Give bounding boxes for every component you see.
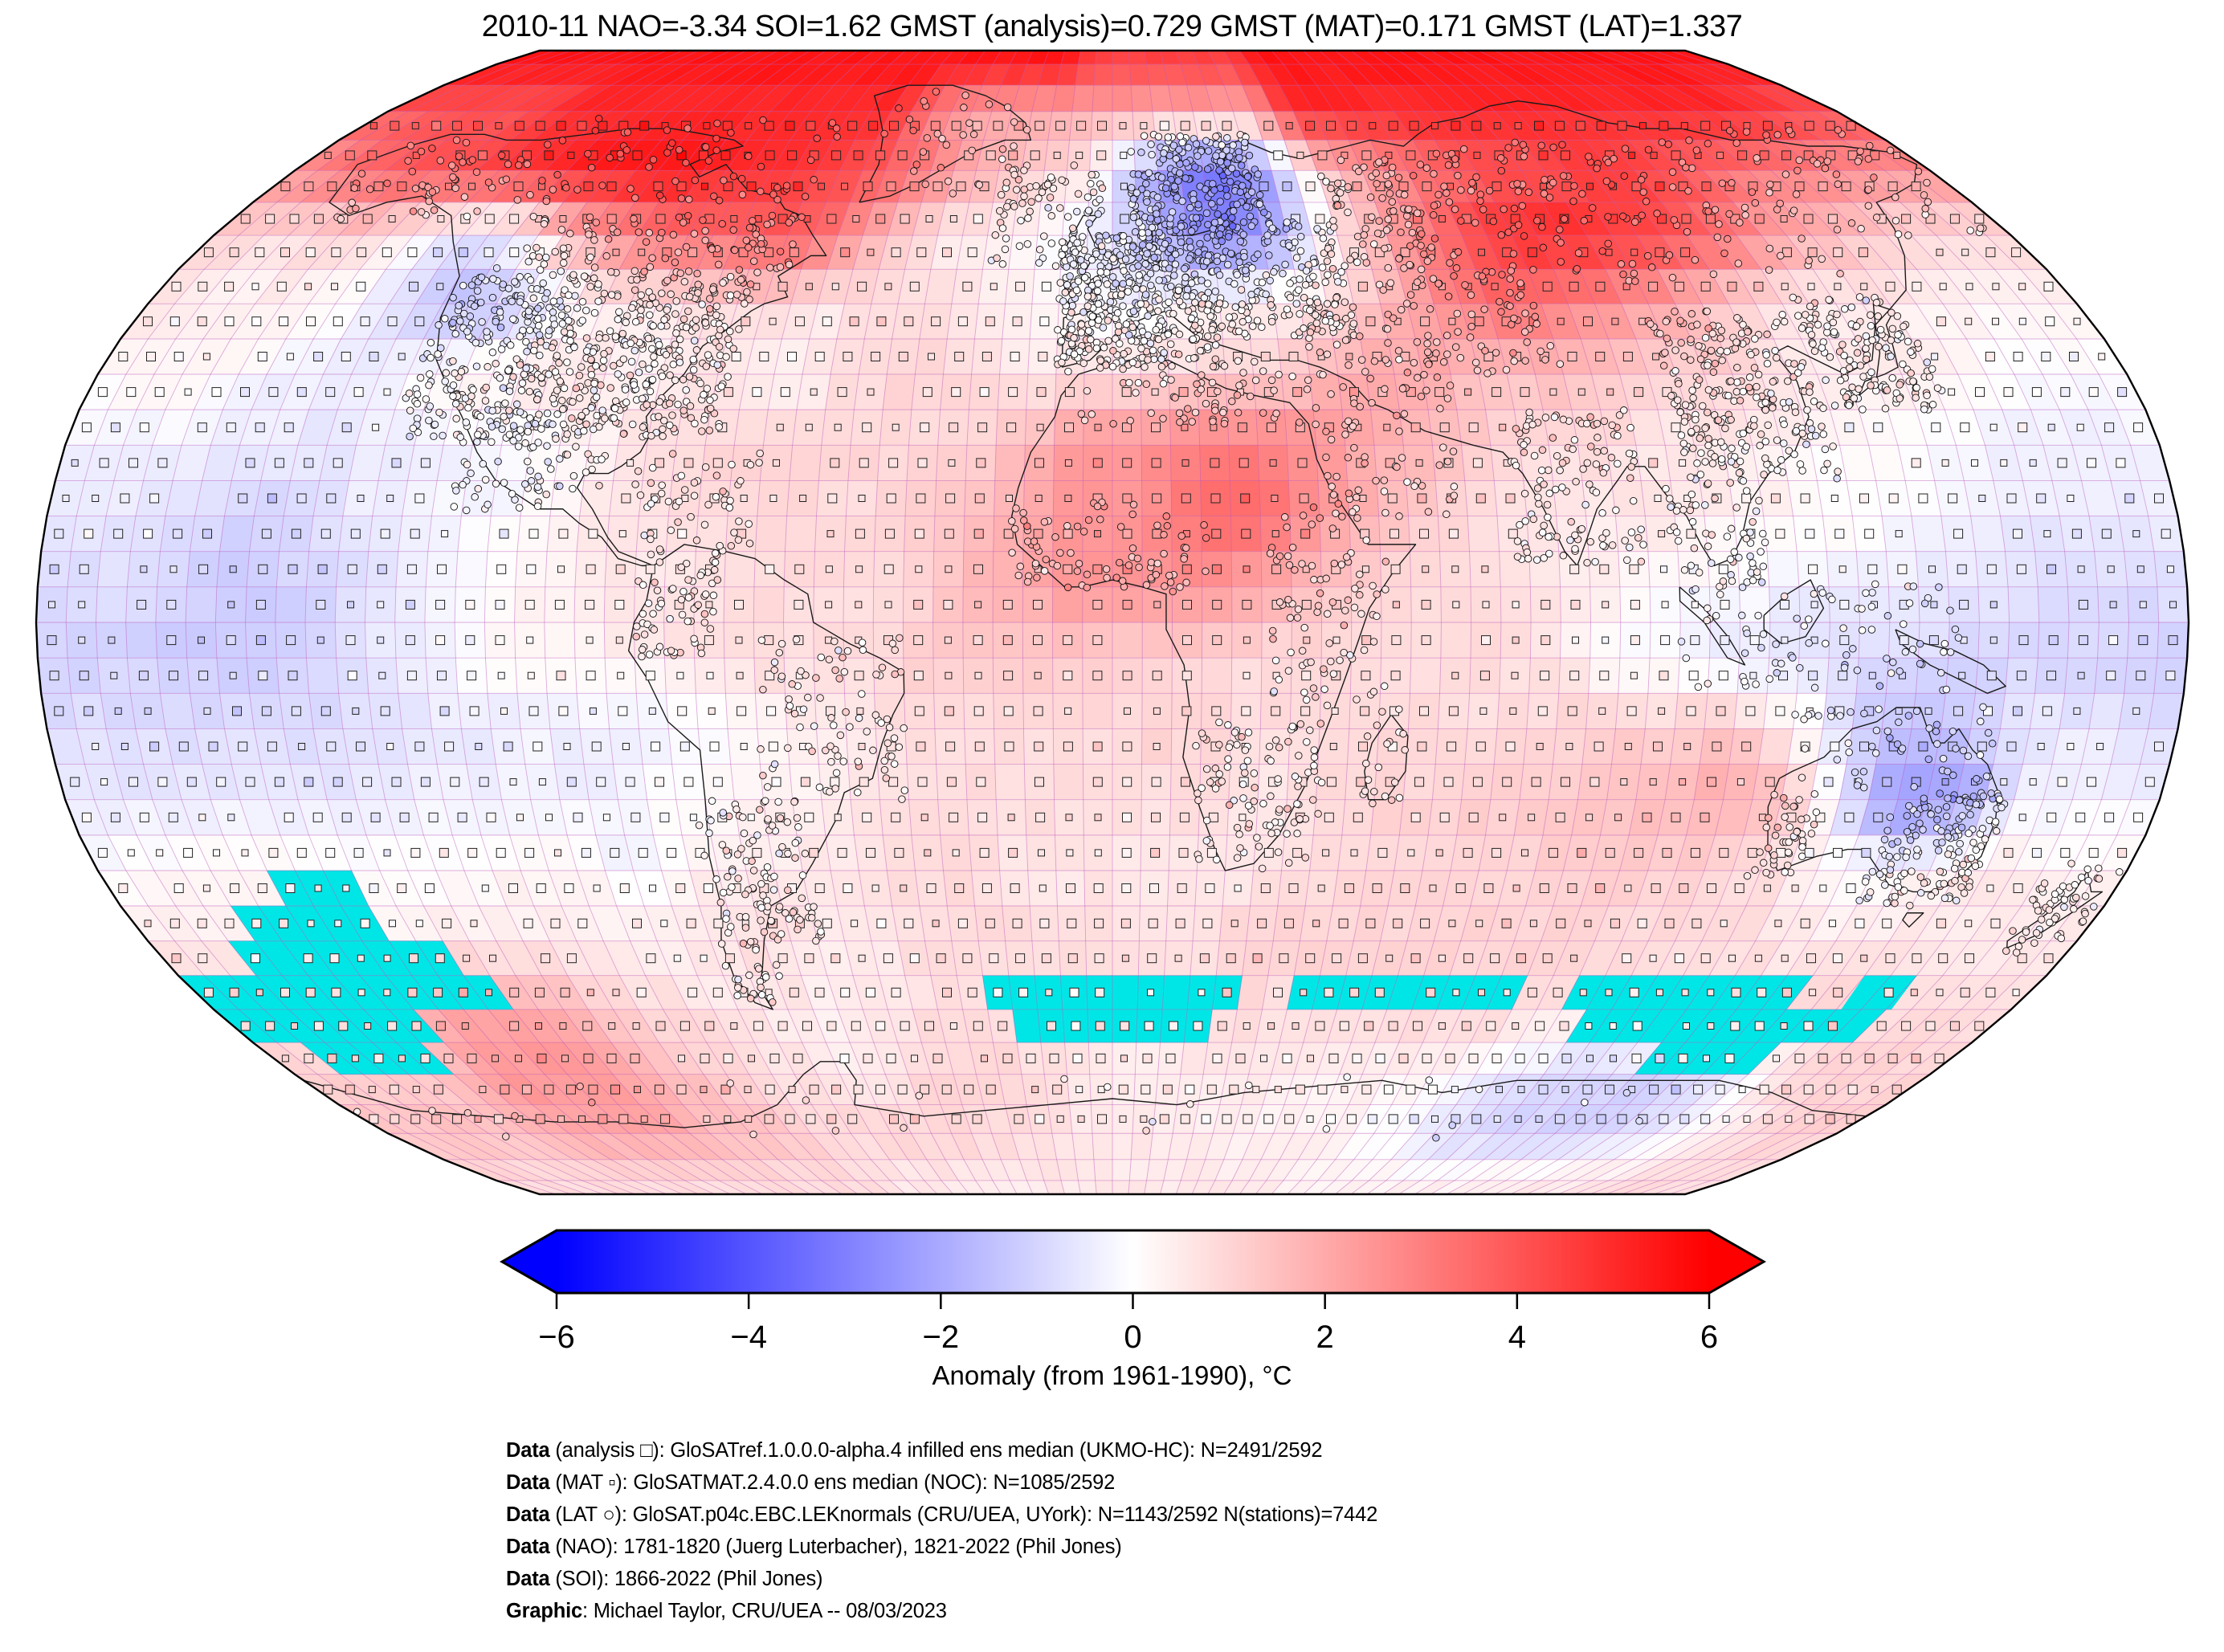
caption-block: Data (analysis □): GloSATref.1.0.0.0-alp… (506, 1434, 1377, 1627)
colorbar-tick-label: −6 (538, 1320, 575, 1355)
caption-label: Data (506, 1503, 550, 1526)
colorbar: −6 −4 −2 0 2 4 6 (499, 1229, 1767, 1355)
colorbar-tick-label: −2 (923, 1320, 960, 1355)
colorbar-tick-label: 6 (1700, 1320, 1718, 1355)
caption-label: Data (506, 1471, 550, 1494)
caption-label: Data (506, 1536, 550, 1558)
caption-line: Data (analysis □): GloSATref.1.0.0.0-alp… (506, 1439, 1323, 1462)
caption-label: Graphic (506, 1600, 582, 1622)
caption-line: Data (MAT ▫): GloSATMAT.2.4.0.0 ens medi… (506, 1471, 1116, 1494)
caption-line: Data (LAT ○): GloSAT.p04c.EBC.LEKnormals… (506, 1503, 1378, 1526)
colorbar-axis-label: Anomaly (from 1961-1990), °C (932, 1360, 1292, 1390)
caption-label: Data (506, 1568, 550, 1590)
map-border (35, 49, 2190, 1196)
caption-label: Data (506, 1439, 550, 1462)
colorbar-tick-label: −4 (730, 1320, 767, 1355)
colorbar-bar (499, 1229, 1767, 1295)
figure-title: 2010-11 NAO=-3.34 SOI=1.62 GMST (analysi… (481, 10, 1743, 43)
colorbar-tick-label: 0 (1124, 1320, 1141, 1355)
caption-line: Data (SOI): 1866-2022 (Phil Jones) (506, 1568, 823, 1590)
caption-line: Graphic: Michael Taylor, CRU/UEA -- 08/0… (506, 1600, 947, 1622)
station-circle-markers (333, 88, 2124, 1142)
caption-line: Data (NAO): 1781-1820 (Juerg Luterbacher… (506, 1536, 1122, 1558)
colorbar-tick-label: 2 (1316, 1320, 1334, 1355)
colorbar-tick-label: 4 (1508, 1320, 1526, 1355)
